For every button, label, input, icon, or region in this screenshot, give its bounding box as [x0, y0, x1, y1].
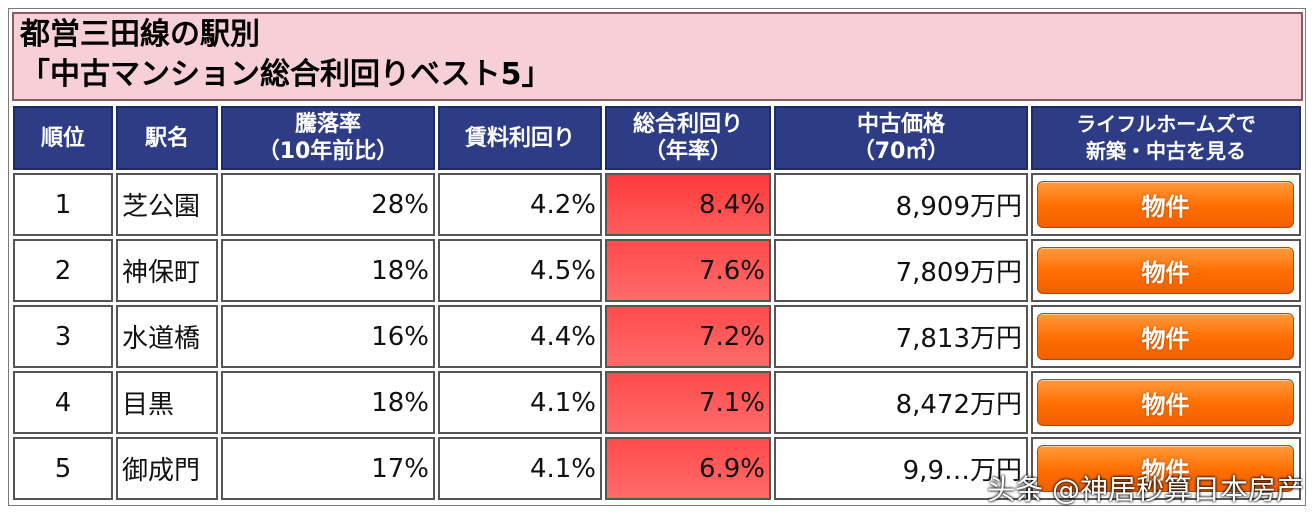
- header-change: 騰落率 （10年前比）: [221, 106, 435, 170]
- cell-rank: 3: [13, 305, 113, 368]
- header-lifull-sublabel: 新築・中古を見る: [1086, 139, 1246, 163]
- header-lifull: ライフルホームズで 新築・中古を見る: [1031, 106, 1301, 170]
- cell-station: 芝公園: [116, 173, 218, 236]
- cell-change: 16%: [221, 305, 435, 368]
- property-button[interactable]: 物件: [1037, 313, 1294, 360]
- header-change-label: 騰落率: [294, 112, 361, 137]
- property-button[interactable]: 物件: [1037, 181, 1294, 228]
- cell-rent-yield: 4.1%: [438, 371, 602, 434]
- header-rent-yield: 賃料利回り: [438, 106, 602, 170]
- cell-property-link: 物件: [1031, 371, 1301, 434]
- cell-property-link: 物件: [1031, 437, 1301, 500]
- cell-property-link: 物件: [1031, 239, 1301, 302]
- header-lifull-label: ライフルホームズで: [1076, 112, 1256, 136]
- header-total-yield-sublabel: （年率）: [643, 139, 732, 164]
- cell-change: 28%: [221, 173, 435, 236]
- cell-rank: 1: [13, 173, 113, 236]
- header-total-yield-label: 総合利回り: [632, 112, 743, 137]
- property-button[interactable]: 物件: [1037, 247, 1294, 294]
- cell-rent-yield: 4.5%: [438, 239, 602, 302]
- cell-rent-yield: 4.2%: [438, 173, 602, 236]
- cell-price: 7,813万円: [774, 305, 1028, 368]
- header-rank: 順位: [13, 106, 113, 170]
- cell-rent-yield: 4.4%: [438, 305, 602, 368]
- property-button[interactable]: 物件: [1037, 445, 1294, 492]
- cell-total-yield: 7.6%: [605, 239, 771, 302]
- header-rent-yield-label: 賃料利回り: [464, 125, 575, 151]
- title-line-2: 「中古マンション総合利回りベスト5」: [20, 57, 552, 92]
- property-button[interactable]: 物件: [1037, 379, 1294, 426]
- cell-property-link: 物件: [1031, 305, 1301, 368]
- title-line-1: 都営三田線の駅別: [20, 17, 260, 52]
- cell-total-yield: 7.1%: [605, 371, 771, 434]
- cell-price: 9,9…万円: [774, 437, 1028, 500]
- title-banner: 都営三田線の駅別 「中古マンション総合利回りベスト5」: [12, 12, 1303, 101]
- table-frame: [8, 8, 1306, 506]
- header-price: 中古価格 （70㎡）: [774, 106, 1028, 170]
- cell-price: 8,909万円: [774, 173, 1028, 236]
- cell-change: 18%: [221, 371, 435, 434]
- cell-station: 御成門: [116, 437, 218, 500]
- cell-property-link: 物件: [1031, 173, 1301, 236]
- watermark-text: 头条 @神居秒算日本房产: [987, 473, 1304, 506]
- header-station: 駅名: [116, 106, 218, 170]
- header-station-label: 駅名: [144, 125, 189, 151]
- cell-total-yield: 7.2%: [605, 305, 771, 368]
- cell-station: 水道橋: [116, 305, 218, 368]
- cell-price: 8,472万円: [774, 371, 1028, 434]
- cell-rank: 4: [13, 371, 113, 434]
- cell-rank: 5: [13, 437, 113, 500]
- header-rank-label: 順位: [40, 125, 85, 151]
- cell-total-yield: 8.4%: [605, 173, 771, 236]
- header-total-yield: 総合利回り （年率）: [605, 106, 771, 170]
- cell-station: 目黒: [116, 371, 218, 434]
- cell-total-yield: 6.9%: [605, 437, 771, 500]
- header-price-sublabel: （70㎡）: [852, 139, 950, 164]
- header-change-sublabel: （10年前比）: [257, 139, 399, 164]
- cell-rank: 2: [13, 239, 113, 302]
- cell-price: 7,809万円: [774, 239, 1028, 302]
- cell-rent-yield: 4.1%: [438, 437, 602, 500]
- cell-station: 神保町: [116, 239, 218, 302]
- cell-change: 17%: [221, 437, 435, 500]
- cell-change: 18%: [221, 239, 435, 302]
- header-price-label: 中古価格: [856, 112, 945, 137]
